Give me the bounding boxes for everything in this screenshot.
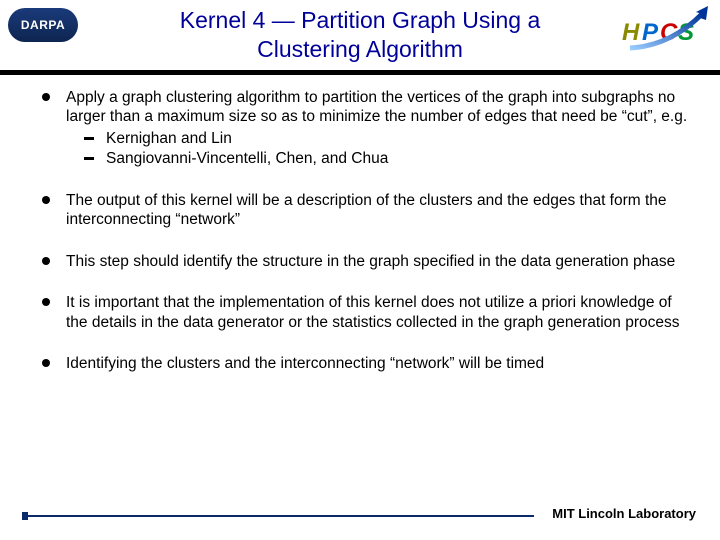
slide-content: Apply a graph clustering algorithm to pa… <box>40 88 690 500</box>
darpa-logo-text: DARPA <box>21 18 65 32</box>
bullet-item: Identifying the clusters and the interco… <box>40 354 690 373</box>
svg-text:H: H <box>622 19 640 46</box>
slide-header: DARPA Kernel 4 — Partition Graph Using a… <box>0 0 720 78</box>
bullet-item: This step should identify the structure … <box>40 252 690 271</box>
bullet-item: Apply a graph clustering algorithm to pa… <box>40 88 690 169</box>
footer-text: MIT Lincoln Laboratory <box>552 506 696 521</box>
header-divider <box>0 70 720 75</box>
slide-footer: MIT Lincoln Laboratory <box>0 506 720 526</box>
darpa-logo: DARPA <box>8 8 78 42</box>
bullet-text: The output of this kernel will be a desc… <box>66 192 667 228</box>
title-line-1: Kernel 4 — Partition Graph Using a <box>180 7 541 33</box>
sub-bullet-text: Sangiovanni-Vincentelli, Chen, and Chua <box>106 150 388 167</box>
sub-bullet-item: Kernighan and Lin <box>84 129 690 149</box>
footer-line <box>22 515 534 517</box>
bullet-list: Apply a graph clustering algorithm to pa… <box>40 88 690 373</box>
sub-bullet-list: Kernighan and Lin Sangiovanni-Vincentell… <box>84 129 690 169</box>
sub-bullet-item: Sangiovanni-Vincentelli, Chen, and Chua <box>84 149 690 169</box>
hpcs-logo: H P C S <box>620 4 712 52</box>
slide-title: Kernel 4 — Partition Graph Using a Clust… <box>0 0 720 64</box>
title-line-2: Clustering Algorithm <box>257 36 463 62</box>
bullet-item: The output of this kernel will be a desc… <box>40 191 690 230</box>
bullet-text: Apply a graph clustering algorithm to pa… <box>66 89 687 125</box>
bullet-item: It is important that the implementation … <box>40 293 690 332</box>
bullet-text: This step should identify the structure … <box>66 253 675 270</box>
bullet-text: It is important that the implementation … <box>66 294 679 330</box>
sub-bullet-text: Kernighan and Lin <box>106 130 232 147</box>
bullet-text: Identifying the clusters and the interco… <box>66 355 544 372</box>
